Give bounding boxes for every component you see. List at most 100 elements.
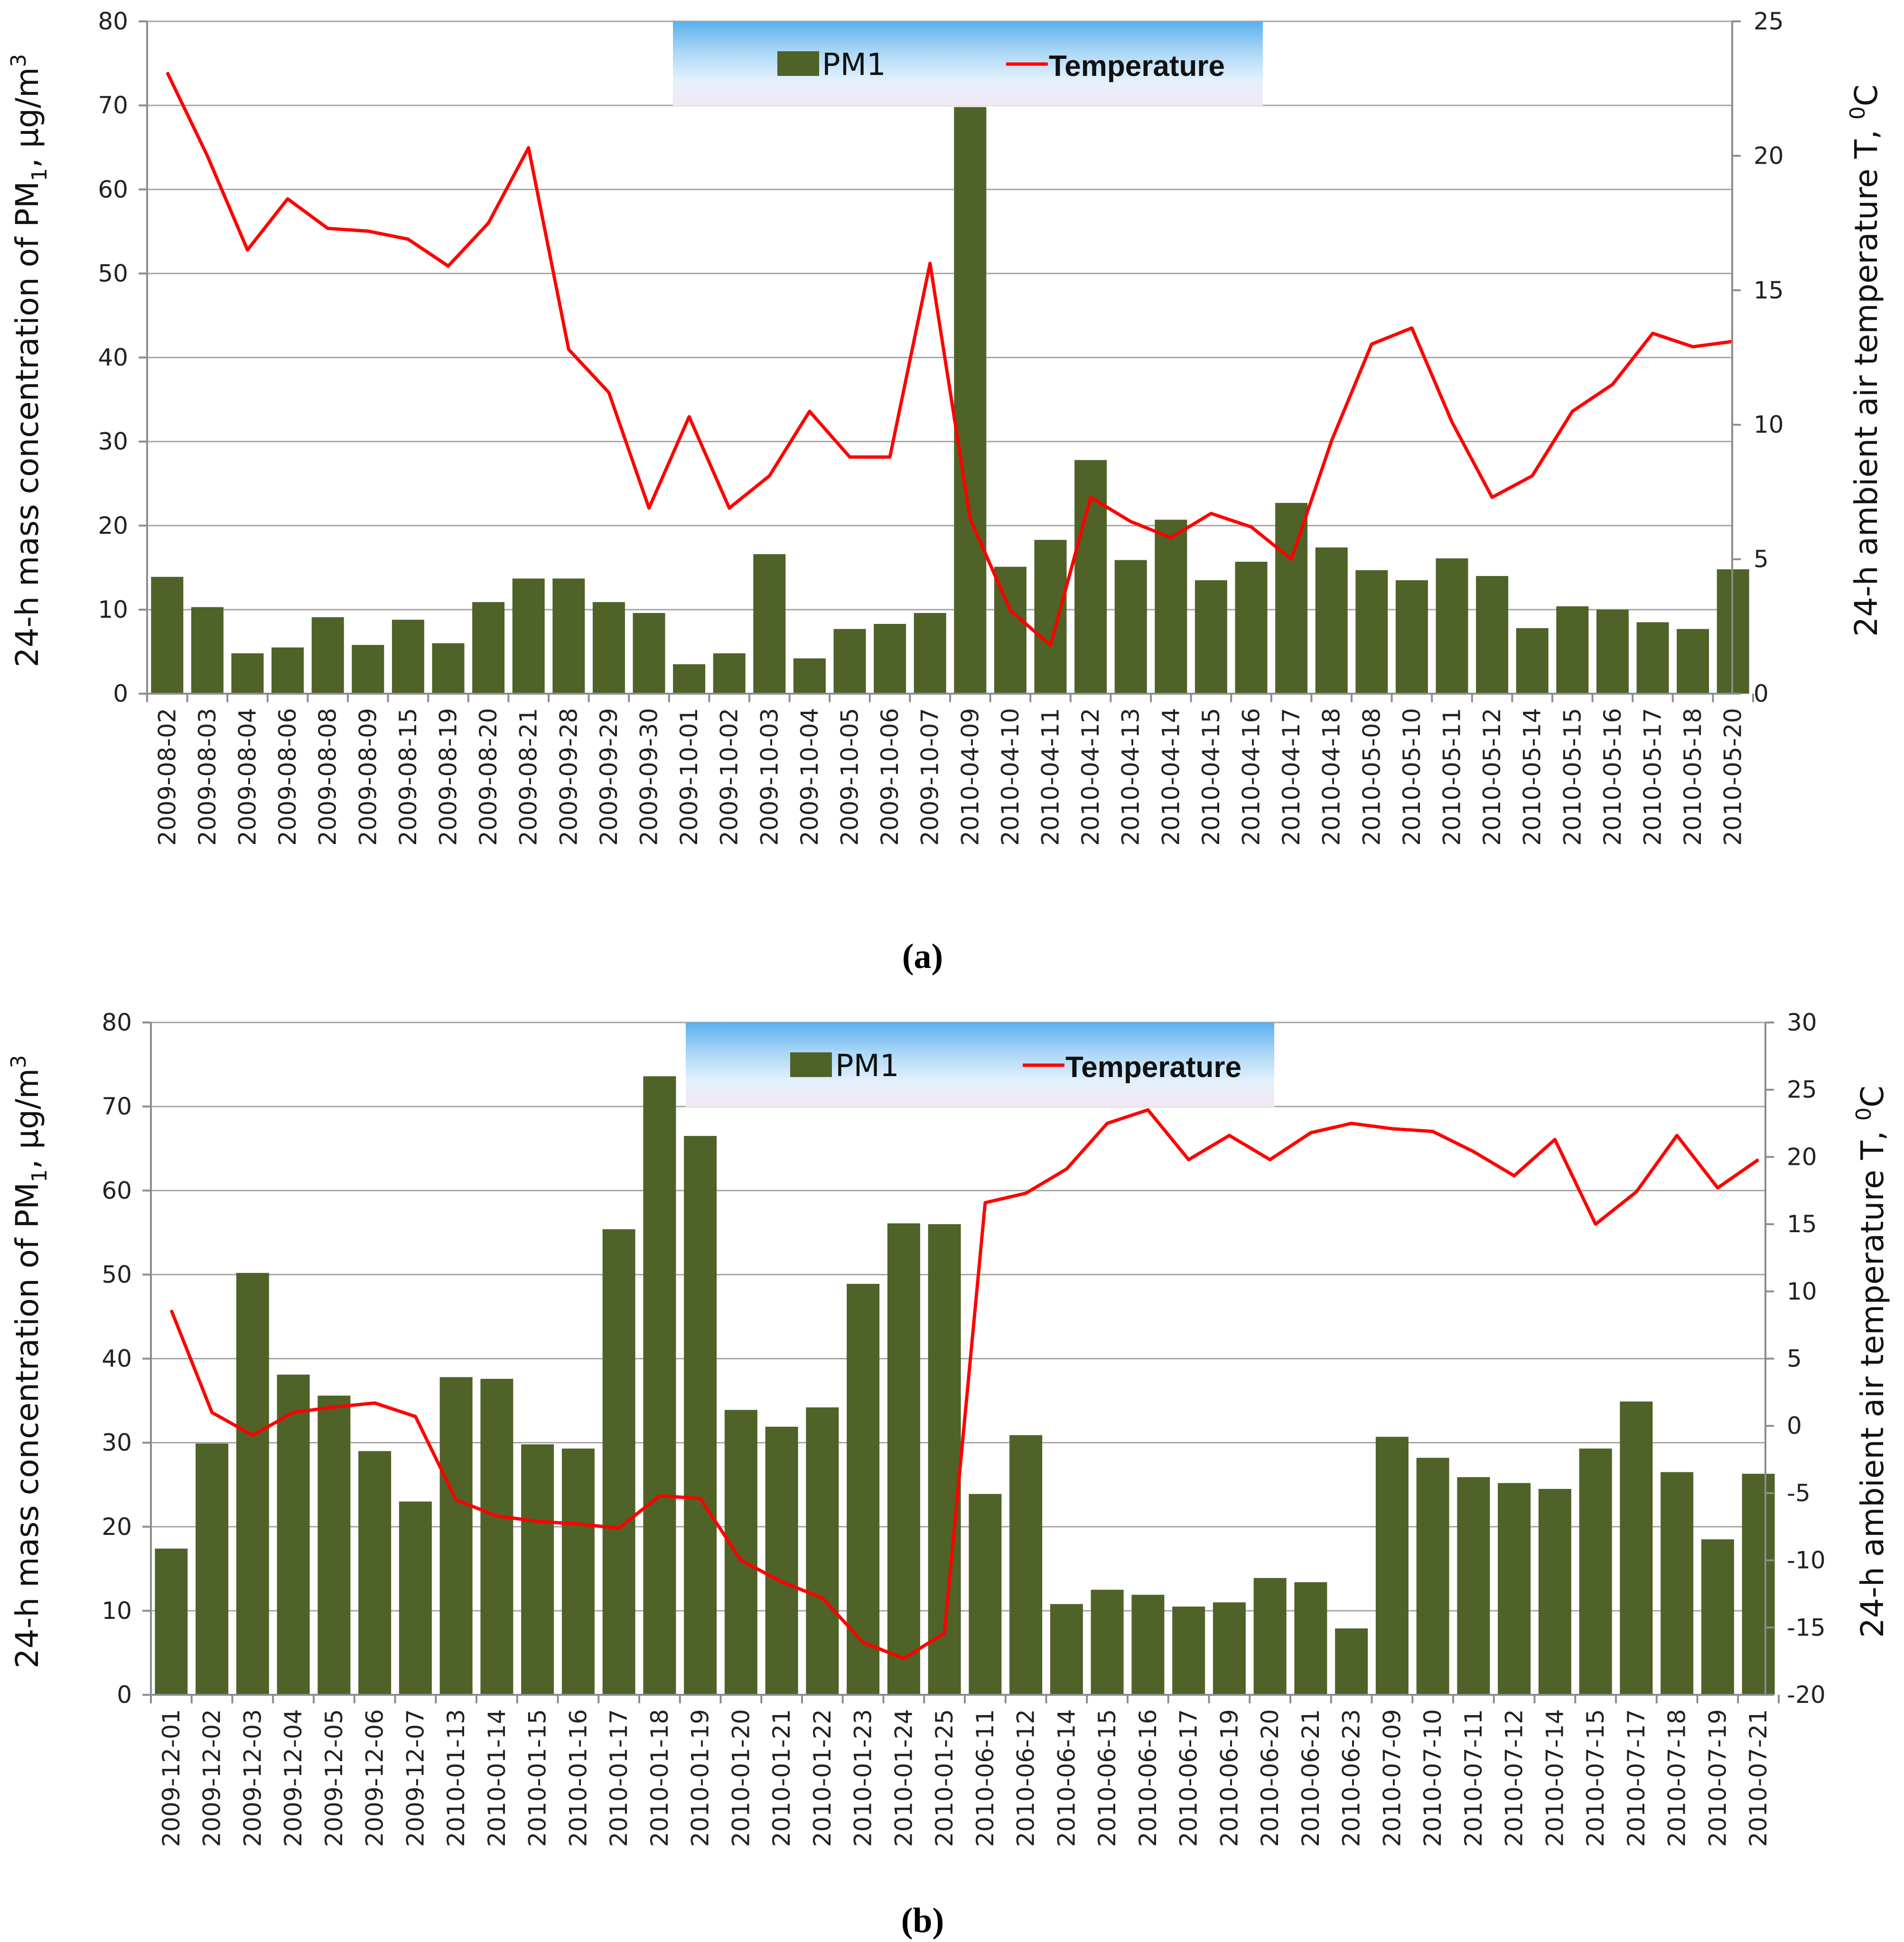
chart-a-pm1-bar [914, 613, 946, 694]
chart-b-x-tick-label: 2010-01-19 [687, 1709, 714, 1847]
chart-a-legend-bar-swatch [777, 51, 819, 76]
chart-b-pm1-bar [1416, 1458, 1449, 1695]
chart-b-pm1-bar [1335, 1628, 1368, 1695]
chart-b-x-tick-label: 2010-01-15 [524, 1709, 551, 1847]
chart-b-x-tick-label: 2010-01-13 [442, 1709, 470, 1847]
chart-b-temperature-point [1025, 1192, 1027, 1194]
chart-a-left-tick-labels: 0 10 20 30 40 50 60 70 80 [98, 8, 128, 707]
chart-a-x-tick-label: 2009-10-04 [796, 708, 823, 846]
chart-b-temperature-point [1310, 1132, 1311, 1134]
chart-b-pm1-bar [1131, 1595, 1165, 1695]
chart-a-temperature-point [1251, 526, 1252, 528]
chart-b-x-tick-label: 2009-12-06 [361, 1709, 389, 1847]
chart-a-pm1-bar [874, 623, 906, 694]
chart-a-x-tick-label: 2010-04-14 [1157, 708, 1185, 846]
chart-b-x-tick-label: 2010-06-14 [1053, 1709, 1080, 1847]
chart-b-pm1-bar [847, 1283, 880, 1695]
chart-a-pm1-bar [713, 653, 746, 694]
chart-b-pm1-bar [1742, 1474, 1775, 1695]
chart-a-pm1-bar [1677, 629, 1709, 694]
chart-b-right-tick-label: 30 [1787, 1009, 1817, 1036]
chart-a-x-tick-label: 2009-10-02 [716, 708, 743, 846]
chart-b-x-tick-label: 2009-12-01 [158, 1709, 185, 1847]
chart-a-axes [139, 20, 1754, 702]
chart-b-x-tick-label: 2010-07-12 [1501, 1709, 1528, 1847]
chart-b-x-tick-label: 2009-12-05 [320, 1709, 348, 1847]
chart-a-left-tick-label: 40 [98, 344, 128, 372]
chart-a-left-axis-title: 24-h mass concentration of PM1, µg/m3 [7, 54, 52, 668]
chart-b-temperature-point [415, 1416, 416, 1417]
chart-a-temperature-point [809, 410, 810, 412]
chart-b-temperature-point [333, 1406, 335, 1408]
chart-a-temperature-point [1531, 475, 1533, 476]
chart-b-pm1-bar [1375, 1437, 1409, 1695]
chart-b-x-tick-label: 2009-12-03 [239, 1709, 266, 1847]
chart-b-temperature-point [1595, 1224, 1596, 1225]
chart-b-x-tick-label: 2010-01-20 [727, 1709, 755, 1847]
chart-a-x-tick-label: 2010-04-18 [1318, 708, 1345, 846]
chart-b-left-tick-label: 80 [102, 1009, 132, 1036]
chart-a-caption: (a) [902, 937, 943, 976]
chart-a-right-tick-label: 0 [1754, 680, 1769, 707]
chart-b-x-tick-label: 2010-06-11 [971, 1709, 999, 1847]
chart-a-x-tick-label: 2010-05-15 [1559, 708, 1586, 846]
chart-b-x-tick-label: 2010-01-21 [768, 1709, 795, 1847]
chart-a-x-tick-label: 2010-04-12 [1077, 708, 1104, 846]
chart-a-pm1-bar [432, 643, 465, 694]
chart-a-x-tick-label: 2009-10-05 [836, 708, 864, 846]
chart-b-left-tick-label: 60 [102, 1177, 132, 1204]
chart-a-temperature-point [1652, 333, 1653, 334]
chart-b-right-tick-label: -15 [1787, 1614, 1826, 1641]
chart-a-temperature-line [166, 72, 1734, 647]
chart-b-x-tick-labels: 2009-12-01 2009-12-02 2009-12-03 2009-12-04… [158, 1709, 1772, 1847]
chart-b-pm1-bar [1253, 1578, 1287, 1695]
chart-a-pm1-bar [231, 653, 264, 694]
chart-a-x-tick-label: 2009-08-06 [274, 708, 301, 846]
chart-b-pm1-bar [1498, 1483, 1531, 1695]
chart-b-pm1-bar [196, 1443, 229, 1695]
chart-a-pm1-bar [1195, 580, 1227, 694]
chart-b-left-tick-label: 0 [117, 1681, 132, 1709]
chart-a-temperature-point [849, 456, 850, 458]
chart-b-pm1-bar [480, 1379, 513, 1695]
chart-b-left-tick-label: 40 [102, 1345, 132, 1373]
chart-b-temperature-point [740, 1560, 742, 1561]
chart-a-right-tick-label: 25 [1754, 8, 1784, 35]
chart-a-temperature-point [1170, 537, 1172, 539]
chart-a-pm1-bar [592, 602, 625, 694]
chart-a-x-tick-label: 2009-08-03 [194, 708, 221, 846]
chart-b-temperature-point [781, 1581, 783, 1582]
chart-b-pm1-bar [1701, 1539, 1734, 1695]
chart-b-pm1-bar [358, 1451, 392, 1695]
chart-a-pm1-bar [1235, 561, 1268, 694]
chart-b-pm1-bar [724, 1410, 757, 1695]
chart-a-pm1-bar [552, 578, 585, 694]
chart-a-x-tick-label: 2010-05-10 [1398, 708, 1426, 846]
chart-a-x-tick-label: 2009-10-01 [675, 708, 703, 846]
chart-a-temperature-point [889, 456, 891, 458]
chart-b-legend-box [686, 1022, 1274, 1107]
chart-a-x-tick-label: 2010-04-15 [1197, 708, 1225, 846]
chart-b-left-tick-label: 10 [102, 1597, 132, 1625]
chart-b-x-tick-label: 2010-01-22 [809, 1709, 836, 1847]
chart-a-left-tick-label: 30 [98, 428, 128, 455]
chart-a-x-tick-label: 2010-04-13 [1117, 708, 1145, 846]
chart-b-right-tick-label: 15 [1787, 1210, 1817, 1238]
chart-b-x-tick-label: 2010-01-16 [564, 1709, 592, 1847]
chart-a-pm1-bar [151, 576, 184, 694]
chart-a-x-tick-label: 2009-10-06 [876, 708, 904, 846]
chart-b-axes [142, 1022, 1780, 1703]
chart-b-x-tick-label: 2010-07-10 [1419, 1709, 1447, 1847]
chart-a-legend: PM1 Temperature [673, 21, 1263, 106]
chart-a-temperature-point [1050, 644, 1051, 646]
chart-b-pm1-bar [439, 1377, 473, 1695]
chart-b-temperature-point [903, 1658, 905, 1659]
chart-a-x-tick-label: 2009-09-29 [595, 708, 623, 846]
chart-a-right-tick-labels: 0 5 10 15 20 25 [1754, 8, 1784, 707]
chart-b-x-tick-label: 2010-01-14 [483, 1709, 511, 1847]
chart-b-temperature-point [1676, 1135, 1678, 1136]
chart-b-temperature-point [700, 1498, 701, 1499]
chart-a-pm1-bar [1155, 520, 1187, 694]
chart-a-legend-box [673, 21, 1263, 106]
chart-a-x-tick-label: 2010-04-11 [1037, 708, 1064, 846]
